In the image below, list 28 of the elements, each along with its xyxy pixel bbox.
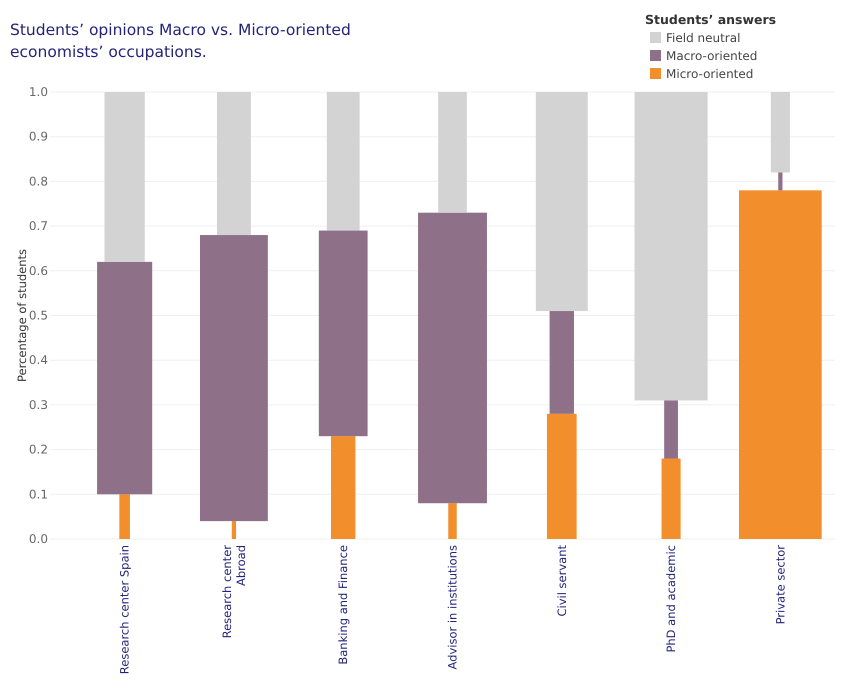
x-tick-label: Advisor in institutions — [446, 544, 460, 670]
y-tick-label: 0.2 — [28, 442, 48, 457]
legend-label: Field neutral — [666, 31, 740, 45]
x-tick-label: Research center Spain — [118, 545, 132, 674]
legend-label: Micro-oriented — [666, 67, 754, 81]
y-tick-label: 0.9 — [28, 130, 48, 144]
y-tick-label: 0.8 — [28, 174, 48, 188]
y-axis-title: Percentage of students — [15, 248, 29, 382]
y-tick-label: 0.0 — [28, 532, 48, 546]
legend-title: Students’ answers — [645, 12, 776, 27]
y-tick-label: 0.1 — [28, 487, 48, 502]
bar — [318, 230, 368, 436]
bar — [326, 92, 360, 231]
x-tick-label: PhD and academic — [664, 545, 678, 653]
x-tick-label: Research center Abroad — [220, 544, 248, 638]
x-tick-label: Banking and Finance — [336, 545, 350, 665]
bar — [216, 92, 251, 236]
y-tick-label: 1.0 — [28, 85, 48, 99]
y-tick-label: 0.4 — [28, 353, 48, 368]
y-tick-label: 0.5 — [28, 308, 48, 322]
bar — [662, 458, 681, 539]
y-tick-label: 0.7 — [28, 219, 48, 234]
y-tick-label: 0.6 — [28, 264, 48, 278]
y-tick-label: 0.3 — [28, 398, 48, 412]
x-tick-label: Civil servant — [554, 544, 569, 617]
legend-label: Macro-oriented — [666, 49, 758, 63]
x-tick-label: Private sector — [773, 544, 788, 624]
chart-title: Students’ opinions Macro vs. Micro-oriented economists’ occupations. — [10, 21, 351, 61]
